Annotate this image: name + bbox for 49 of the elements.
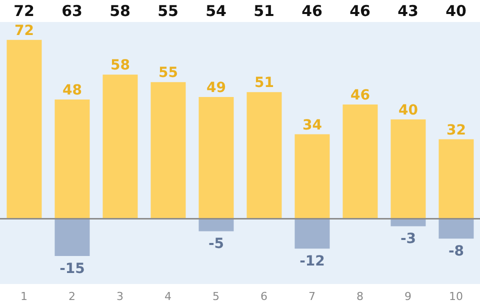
bar xyxy=(150,82,186,219)
data-label: 34 xyxy=(302,117,322,134)
data-label: -8 xyxy=(448,244,464,260)
data-label: 32 xyxy=(446,122,466,138)
text: 43 xyxy=(396,2,420,20)
x-tick-label: 2 xyxy=(68,290,76,302)
text: 58 xyxy=(108,2,132,20)
data-label: 49 xyxy=(206,80,226,96)
data-label: 40 xyxy=(398,102,418,118)
x-tick-label: 4 xyxy=(164,290,172,302)
bar xyxy=(198,218,234,232)
bar xyxy=(54,100,90,219)
data-label: 46 xyxy=(350,87,370,104)
x-tick-label: 6 xyxy=(260,290,268,302)
bar xyxy=(54,218,90,256)
x-tick-label: 3 xyxy=(116,290,124,302)
data-label: -15 xyxy=(60,261,85,278)
data-label: 51 xyxy=(254,75,274,92)
text: 63 xyxy=(60,2,84,20)
text: 46 xyxy=(348,2,372,20)
text: 40 xyxy=(444,2,468,20)
data-label: 48 xyxy=(62,82,82,99)
bar xyxy=(342,104,378,219)
bar xyxy=(6,40,42,219)
bar xyxy=(294,134,330,219)
data-label: -12 xyxy=(300,254,325,270)
bar xyxy=(246,92,282,219)
data-label: 72 xyxy=(14,22,34,39)
x-tick-label: 5 xyxy=(212,290,220,302)
text: 46 xyxy=(300,2,324,20)
bar xyxy=(390,119,426,219)
text: 55 xyxy=(156,2,180,20)
x-tick-label: 9 xyxy=(404,290,412,302)
data-label: -3 xyxy=(400,231,416,248)
data-label: -5 xyxy=(208,236,224,252)
x-tick-label: 10 xyxy=(449,290,463,302)
bar xyxy=(438,139,474,219)
x-tick-label: 1 xyxy=(20,290,28,302)
x-tick-label: 7 xyxy=(308,290,316,302)
bar xyxy=(102,74,138,219)
text: 54 xyxy=(204,2,228,20)
bar xyxy=(198,97,234,219)
x-tick-label: 8 xyxy=(356,290,364,302)
bar xyxy=(294,218,330,249)
bar xyxy=(438,218,474,239)
text: 51 xyxy=(252,2,276,20)
data-label: 55 xyxy=(158,65,178,82)
text: 72 xyxy=(12,2,36,20)
data-label: 58 xyxy=(110,58,130,74)
